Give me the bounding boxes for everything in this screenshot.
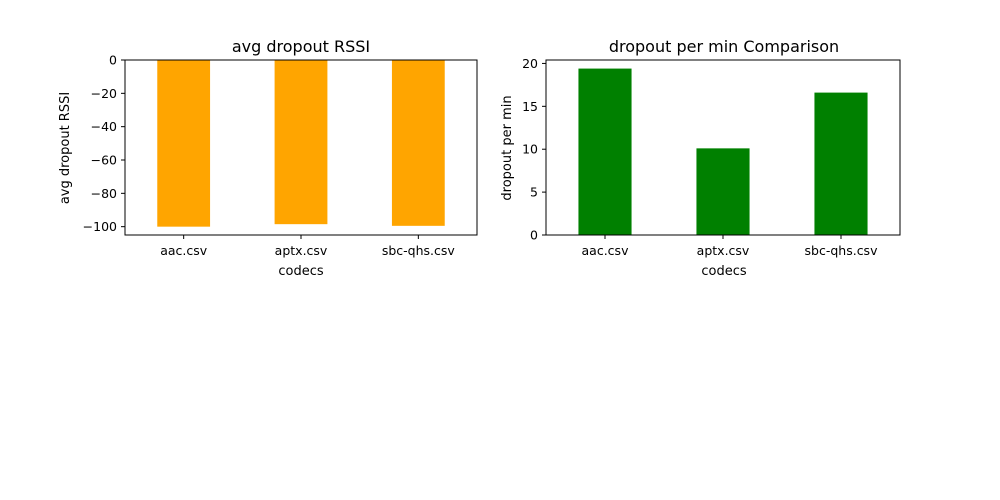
bar xyxy=(578,68,632,235)
y-axis-label: dropout per min xyxy=(500,95,515,200)
x-ticks: aac.csv aptx.csv sbc-qhs.csv xyxy=(582,235,879,258)
chart-title: dropout per min Comparison xyxy=(609,37,839,56)
chart-avg-dropout-rssi: avg dropout RSSI 0 −20 −40 −60 −80 −100 aac.c… xyxy=(58,37,478,279)
y-tick-label: −40 xyxy=(91,119,117,134)
y-tick-label: −20 xyxy=(91,86,117,101)
y-ticks: 0 5 10 15 20 xyxy=(522,56,546,243)
bars xyxy=(157,60,445,227)
x-tick-label: aac.csv xyxy=(160,243,208,258)
y-tick-label: −100 xyxy=(83,219,117,234)
y-tick-label: 10 xyxy=(522,142,538,157)
x-tick-label: aptx.csv xyxy=(275,243,328,258)
y-ticks: 0 −20 −40 −60 −80 −100 xyxy=(83,53,125,234)
y-axis-label: avg dropout RSSI xyxy=(58,92,73,204)
plot-frame xyxy=(124,59,478,236)
bar xyxy=(157,60,211,227)
x-tick-label: aptx.csv xyxy=(697,243,750,258)
y-tick-label: 0 xyxy=(530,228,538,243)
y-tick-label: 20 xyxy=(522,56,538,71)
x-tick-label: sbc-qhs.csv xyxy=(805,243,879,258)
y-tick-label: 15 xyxy=(522,99,538,114)
chart-title: avg dropout RSSI xyxy=(232,37,370,56)
plot-frame xyxy=(545,59,901,236)
y-tick-label: −80 xyxy=(91,186,117,201)
y-tick-label: −60 xyxy=(91,153,117,168)
x-axis-label: codecs xyxy=(701,264,746,279)
x-tick-label: sbc-qhs.csv xyxy=(382,243,456,258)
x-tick-label: aac.csv xyxy=(582,243,630,258)
bar xyxy=(274,60,328,225)
x-axis-label: codecs xyxy=(278,264,323,279)
y-tick-label: 0 xyxy=(109,53,117,68)
bar xyxy=(696,148,750,235)
bar xyxy=(391,60,445,226)
bar xyxy=(814,92,868,235)
x-ticks: aac.csv aptx.csv sbc-qhs.csv xyxy=(160,235,455,258)
chart-dropout-per-min: dropout per min Comparison 0 5 10 15 20 aac.… xyxy=(500,37,901,279)
y-tick-label: 5 xyxy=(530,185,538,200)
bars xyxy=(578,68,868,235)
